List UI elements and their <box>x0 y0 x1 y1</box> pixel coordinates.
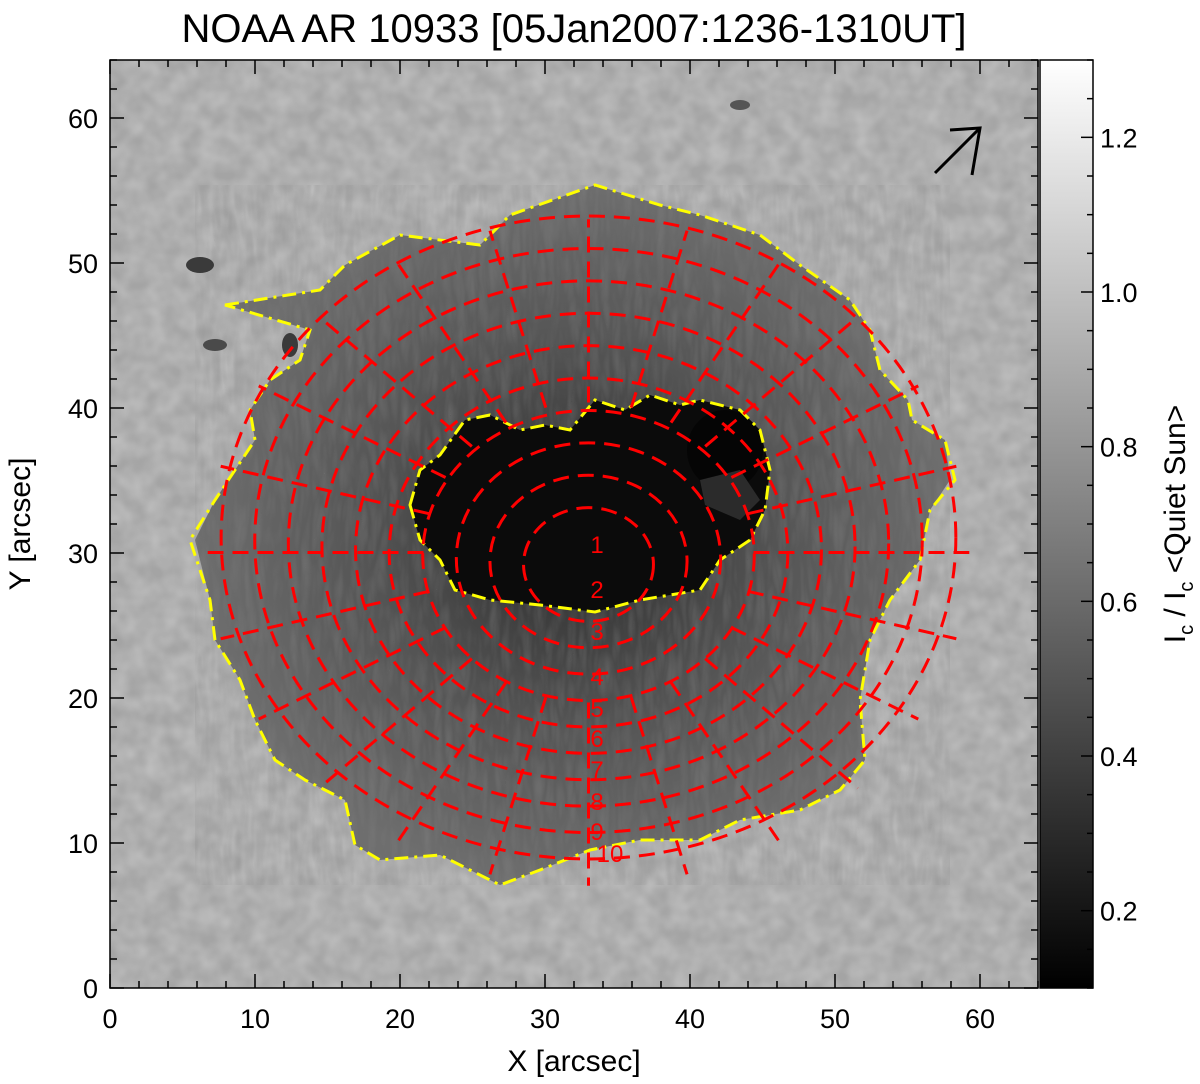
y-axis: 0 10 20 30 40 50 60 <box>68 59 1038 1004</box>
radial-spoke <box>629 696 689 875</box>
x-tick-label: 20 <box>385 1004 415 1034</box>
radial-spoke <box>220 464 430 516</box>
radial-grid-contours <box>207 214 970 886</box>
colorbar-tick-label: 0.2 <box>1100 897 1138 927</box>
colorbar-tick-label: 0.6 <box>1100 587 1138 617</box>
penumbra-boundary-contour <box>188 183 957 887</box>
radial-spoke <box>396 263 508 424</box>
contour-label: 10 <box>597 841 624 868</box>
colorbar-label: Ic / Ic <Quiet Sun> <box>1159 405 1198 643</box>
sunspot-image: 1 2 3 4 5 6 7 8 910 <box>110 60 1038 988</box>
x-axis-label: X [arcsec] <box>507 1045 640 1078</box>
pore <box>730 100 750 110</box>
contour-labels: 1 2 3 4 5 6 7 8 910 <box>590 532 623 868</box>
x-tick-label: 0 <box>102 1004 117 1034</box>
y-tick-label: 40 <box>68 394 98 424</box>
colorbar-tick-label: 1.2 <box>1100 123 1138 153</box>
radial-spoke <box>258 626 447 721</box>
contour-ring <box>286 279 891 808</box>
pore <box>203 339 227 351</box>
radial-spoke <box>747 464 957 516</box>
colorbar-tick-label: 1.0 <box>1100 278 1138 308</box>
radial-spoke <box>258 384 447 479</box>
radial-spoke <box>730 626 919 721</box>
contour-ring <box>219 214 958 861</box>
y-tick-label: 60 <box>68 104 98 134</box>
contour-label: 8 <box>590 789 603 816</box>
radial-spoke <box>704 657 859 790</box>
y-axis-label: Y [arcsec] <box>4 458 37 591</box>
pore <box>282 333 298 357</box>
contour-label: 4 <box>590 664 603 691</box>
radial-spoke <box>669 681 781 842</box>
radial-spoke <box>747 589 957 641</box>
x-tick-label: 10 <box>240 1004 270 1034</box>
radial-spoke <box>730 384 919 479</box>
radial-spoke <box>704 315 859 448</box>
y-tick-label: 50 <box>68 249 98 279</box>
disk-center-arrow <box>933 126 982 176</box>
radial-spoke <box>318 657 473 790</box>
contour-ring <box>488 473 689 650</box>
figure-title: NOAA AR 10933 [05Jan2007:1236-1310UT] <box>182 7 967 51</box>
x-tick-label: 50 <box>820 1004 850 1034</box>
radial-spoke <box>318 315 473 448</box>
colorbar-tick-label: 0.8 <box>1100 433 1138 463</box>
contour-label: 7 <box>590 757 603 784</box>
contour-label: 2 <box>590 577 603 604</box>
umbra <box>410 395 770 612</box>
contour-label: 9 <box>590 819 603 846</box>
y-tick-label: 10 <box>68 829 98 859</box>
radial-spoke <box>396 681 508 842</box>
contour-ring <box>454 441 723 676</box>
x-tick-label: 30 <box>530 1004 560 1034</box>
colorbar-tick-label: 0.4 <box>1100 742 1138 772</box>
x-tick-label: 40 <box>675 1004 705 1034</box>
radial-spoke <box>488 230 548 409</box>
contour-ring <box>421 408 756 703</box>
contour-label: 3 <box>590 619 603 646</box>
contour-label: 6 <box>590 726 603 753</box>
y-tick-label: 30 <box>68 539 98 569</box>
radial-spoke <box>488 696 548 875</box>
y-tick-label: 0 <box>83 974 98 1004</box>
colorbar-axis: 0.2 0.4 0.6 0.8 1.0 1.2 <box>1081 59 1138 989</box>
y-tick-label: 20 <box>68 684 98 714</box>
contour-label: 1 <box>590 532 603 559</box>
radial-spoke <box>629 230 689 409</box>
contour-label: 5 <box>590 696 603 723</box>
x-tick-label: 60 <box>965 1004 995 1034</box>
colorbar <box>1040 60 1093 988</box>
radial-spoke <box>669 263 781 424</box>
radial-spoke <box>220 589 430 641</box>
x-axis: 0 10 20 30 40 50 60 <box>102 60 1039 1034</box>
contour-ring <box>522 506 655 623</box>
pore <box>186 257 214 273</box>
